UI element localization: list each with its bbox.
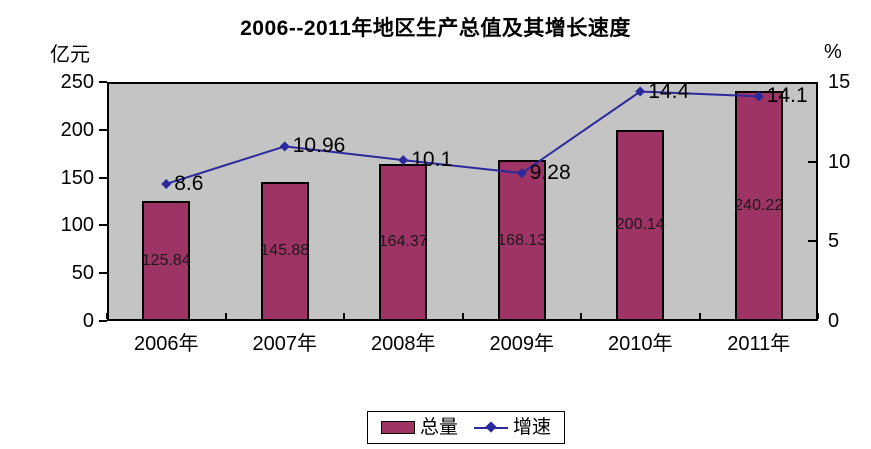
right-axis-tick-mark-5 bbox=[808, 240, 816, 243]
left-axis-tick-label-100: 100 bbox=[60, 214, 94, 237]
x-axis-category-label-2011年: 2011年 bbox=[727, 333, 791, 355]
x-axis-tick-mark-4 bbox=[580, 313, 582, 319]
x-axis-category-label-2008年: 2008年 bbox=[371, 333, 436, 355]
x-axis-category-label-2009年: 2009年 bbox=[489, 333, 555, 355]
right-axis-tick-label-0: 0 bbox=[828, 310, 840, 332]
left-axis-tick-mark-150 bbox=[99, 176, 107, 179]
right-axis-unit-label: % bbox=[824, 41, 842, 63]
left-axis-tick-label-250: 250 bbox=[60, 71, 94, 93]
left-axis-tick-mark-50 bbox=[99, 272, 107, 275]
right-axis-tick-label-10: 10 bbox=[828, 150, 851, 173]
legend-item-total: 总量 bbox=[380, 416, 458, 439]
plot-area bbox=[107, 82, 818, 321]
bar-series-swatch-icon bbox=[380, 421, 415, 434]
left-axis-tick-label-200: 200 bbox=[60, 118, 94, 141]
left-axis-tick-mark-200 bbox=[99, 128, 107, 131]
right-axis-tick-label-5: 5 bbox=[828, 230, 840, 253]
chart-title: 2006--2011年地区生产总值及其增长速度 bbox=[240, 17, 631, 40]
line-value-label-10.96: 10.96 bbox=[292, 134, 346, 158]
line-value-label-8.6: 8.6 bbox=[174, 171, 204, 195]
x-axis-category-label-2010年: 2010年 bbox=[608, 333, 673, 355]
legend-label-total: 总量 bbox=[419, 416, 458, 438]
line-value-label-9.28: 9.28 bbox=[529, 161, 571, 185]
line-value-label-14.4: 14.4 bbox=[648, 79, 690, 103]
left-axis-unit-label: 亿元 bbox=[50, 44, 90, 66]
line-value-label-14.1: 14.1 bbox=[766, 84, 808, 108]
x-axis-tick-mark-3 bbox=[461, 313, 464, 319]
bar-2006年 bbox=[142, 200, 191, 321]
legend-label-growth: 增速 bbox=[513, 416, 552, 438]
x-axis-tick-mark-1 bbox=[224, 313, 227, 319]
bar-value-label-125.84: 125.84 bbox=[141, 251, 191, 269]
right-axis-tick-mark-10 bbox=[808, 160, 816, 163]
left-axis-tick-mark-250 bbox=[99, 81, 107, 83]
x-axis-category-label-2006年: 2006年 bbox=[134, 333, 199, 355]
bar-2007年 bbox=[260, 181, 309, 321]
left-axis-tick-label-150: 150 bbox=[60, 166, 94, 189]
bar-value-label-240.22: 240.22 bbox=[734, 197, 784, 215]
bar-value-label-200.14: 200.14 bbox=[615, 216, 665, 234]
left-axis-tick-mark-100 bbox=[99, 224, 107, 227]
x-axis-tick-mark-6 bbox=[817, 313, 819, 319]
left-axis-tick-mark-0 bbox=[99, 320, 107, 322]
diamond-marker-icon bbox=[485, 421, 497, 433]
bar-value-label-164.37: 164.37 bbox=[378, 233, 428, 251]
x-axis-tick-mark-2 bbox=[343, 313, 345, 319]
x-axis-tick-mark-0 bbox=[106, 313, 108, 319]
bar-value-label-168.13: 168.13 bbox=[497, 231, 547, 249]
right-axis-tick-label-15: 15 bbox=[828, 71, 851, 93]
legend: 总量 增速 bbox=[367, 411, 565, 444]
x-axis-category-label-2007年: 2007年 bbox=[252, 333, 318, 355]
line-value-label-10.1: 10.1 bbox=[411, 148, 453, 172]
bar-2009年 bbox=[497, 160, 546, 321]
left-axis-tick-label-50: 50 bbox=[71, 262, 94, 285]
x-axis-tick-mark-5 bbox=[698, 313, 701, 319]
bar-value-label-145.88: 145.88 bbox=[260, 242, 310, 260]
line-series-marker-icon bbox=[474, 421, 508, 433]
left-axis-tick-label-0: 0 bbox=[82, 310, 94, 332]
legend-item-growth: 增速 bbox=[474, 417, 551, 439]
